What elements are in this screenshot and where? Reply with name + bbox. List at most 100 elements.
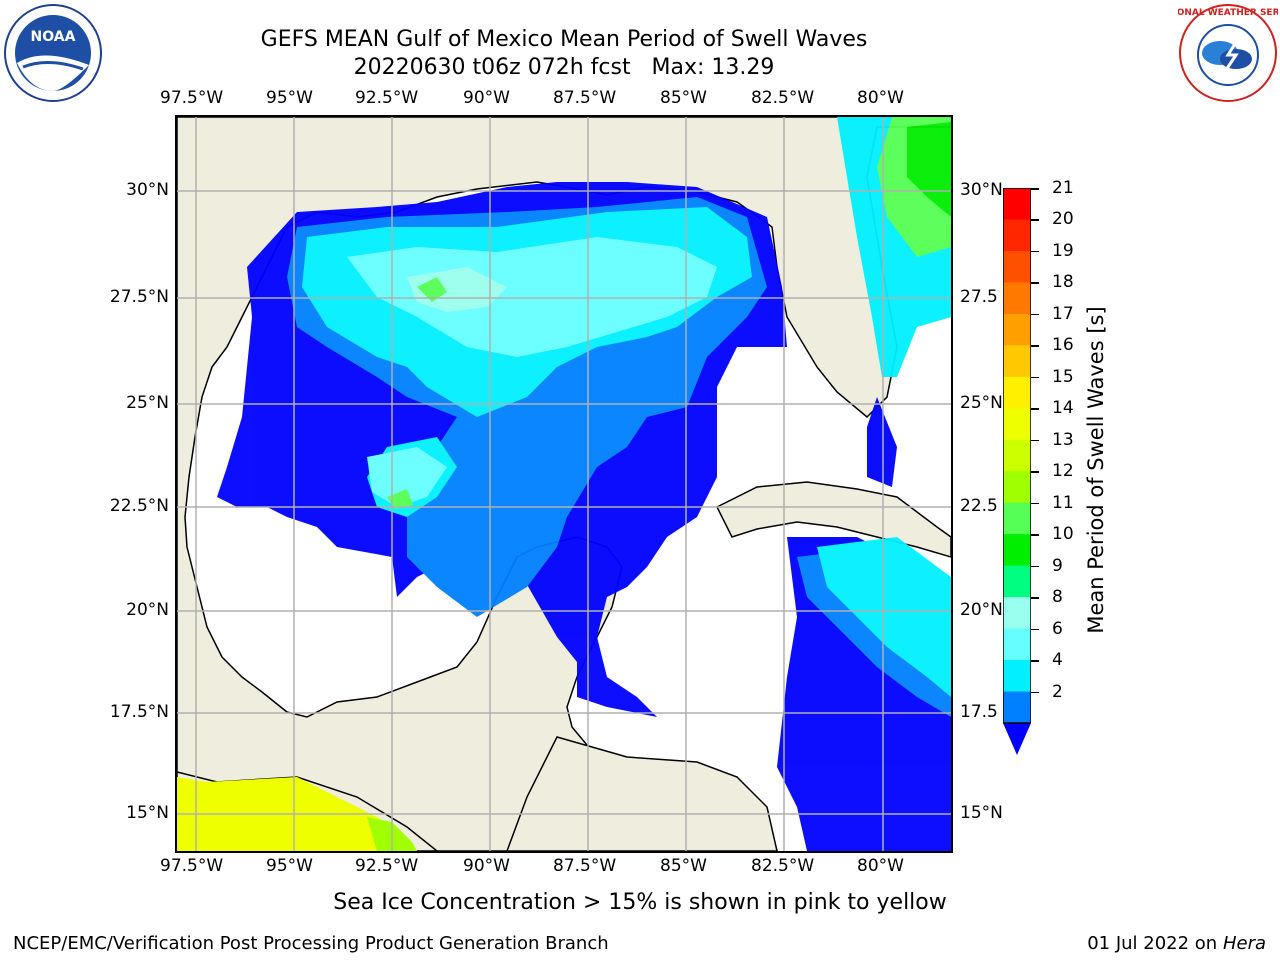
title-line-2: 20220630 t06z 072h fcst Max: 13.29 [353, 55, 775, 80]
colorbar-band [1003, 188, 1031, 220]
map-canvas [177, 117, 951, 851]
colorbar-tick-label: 10 [1052, 524, 1074, 545]
colorbar-band [1003, 565, 1031, 598]
lat-label: 22.5°N [109, 496, 169, 516]
swell-band-cyan-caribbean [817, 537, 951, 697]
colorbar-tick-label: 19 [1052, 240, 1074, 261]
swell-band-bright-green [907, 122, 951, 217]
lat-label: 17.5 [960, 702, 998, 722]
colorbar-band [1003, 534, 1031, 567]
colorbar-frame [1003, 188, 1031, 724]
lon-label: 92.5°W [355, 88, 419, 108]
colorbar-extend-triangle [1003, 723, 1031, 755]
lon-label: 92.5°W [355, 856, 419, 876]
swell-band-green [417, 277, 447, 302]
footer-credit: NCEP/EMC/Verification Post Processing Pr… [13, 933, 609, 954]
nws-logo: NATIONAL WEATHER SERVICE [1178, 4, 1278, 102]
swell-band-light [347, 237, 717, 357]
colorbar-band [1003, 313, 1031, 346]
colorbar-band [1003, 282, 1031, 315]
lat-label: 22.5 [960, 496, 998, 516]
chart-title: GEFS MEAN Gulf of Mexico Mean Period of … [164, 26, 964, 82]
colorbar-tick-label: 12 [1052, 461, 1074, 482]
colorbar-tick-label: 11 [1052, 492, 1074, 513]
colorbar-tick-label: 20 [1052, 209, 1074, 230]
colorbar-tick-label: 8 [1052, 587, 1063, 608]
lat-label: 15°N [126, 803, 169, 823]
lon-label: 95°W [266, 856, 313, 876]
colorbar-tick-label: 4 [1052, 650, 1063, 671]
colorbar-tick-mark [1031, 313, 1039, 316]
lon-label: 95°W [266, 88, 313, 108]
colorbar-tick-label: 21 [1052, 178, 1074, 198]
colorbar-tick-mark [1031, 471, 1039, 473]
footer-machine: Hera [1222, 933, 1266, 954]
lat-labels-left: 30°N 27.5°N 25°N 22.5°N 20°N 17.5°N 15°N [0, 0, 175, 960]
colorbar-tick-label: 13 [1052, 429, 1074, 450]
colorbar-tick-mark [1031, 597, 1039, 599]
swell-band-light-2 [367, 447, 447, 507]
lon-label: 80°W [857, 88, 904, 108]
colorbar-tick-label: 14 [1052, 398, 1074, 419]
lon-label: 90°W [463, 88, 510, 108]
lon-label: 85°W [660, 88, 707, 108]
lat-label: 30°N [126, 180, 169, 200]
colorbar-band [1003, 376, 1031, 409]
lat-label: 17.5°N [109, 702, 169, 722]
colorbar-tick-label: 6 [1052, 618, 1063, 639]
colorbar-tick-labels: 21 20 19 18 17 16 15 14 13 12 11 10 9 8 6 4 2 [1031, 178, 1094, 778]
lon-label: 87.5°W [553, 856, 617, 876]
colorbar-tick-mark [1031, 565, 1039, 568]
colorbar [1003, 188, 1031, 755]
colorbar-band [1003, 660, 1031, 693]
colorbar-tick-mark [1031, 188, 1039, 190]
colorbar-band [1003, 628, 1031, 661]
lat-label: 27.5°N [109, 287, 169, 307]
lon-label: 82.5°W [751, 856, 815, 876]
colorbar-tick-label: 9 [1052, 555, 1063, 576]
lat-label: 30°N [960, 180, 1003, 200]
colorbar-tick-mark [1031, 691, 1039, 694]
colorbar-band [1003, 597, 1031, 630]
lat-label: 15°N [960, 803, 1003, 823]
noaa-logo-text: NOAA [31, 29, 76, 45]
colorbar-band [1003, 408, 1031, 441]
colorbar-band [1003, 691, 1031, 724]
swell-band-green-south [387, 489, 413, 509]
map-gridlines [177, 117, 951, 851]
colorbar-band [1003, 250, 1031, 283]
swell-field [217, 117, 951, 851]
colorbar-tick-mark [1031, 250, 1039, 253]
colorbar-band [1003, 219, 1031, 252]
lon-label: 80°W [857, 856, 904, 876]
nws-logo-text: NATIONAL WEATHER SERVICE [1178, 8, 1278, 18]
lon-label: 97.5°W [160, 88, 224, 108]
lon-labels-top: 97.5°W 95°W 92.5°W 90°W 87.5°W 85°W 82.5… [0, 88, 1280, 110]
lon-label: 82.5°W [751, 88, 815, 108]
colorbar-tick-label: 15 [1052, 366, 1074, 387]
colorbar-band [1003, 439, 1031, 472]
lat-labels-right: 30°N 27.5 25°N 22.5 20°N 17.5 15°N [958, 0, 1008, 960]
colorbar-tick-label: 16 [1052, 335, 1074, 356]
colorbar-tick-label: 18 [1052, 272, 1074, 293]
colorbar-tick-label: 2 [1052, 681, 1063, 702]
lon-label: 90°W [463, 856, 510, 876]
colorbar-tick-mark [1031, 408, 1039, 410]
colorbar-tick-mark [1031, 439, 1039, 442]
title-line-1: GEFS MEAN Gulf of Mexico Mean Period of … [260, 27, 868, 52]
colorbar-tick-mark [1031, 660, 1039, 662]
lon-labels-bottom: 97.5°W 95°W 92.5°W 90°W 87.5°W 85°W 82.5… [0, 856, 1280, 878]
colorbar-band [1003, 502, 1031, 535]
colorbar-tick-mark [1031, 628, 1039, 631]
lon-label: 85°W [660, 856, 707, 876]
colorbar-tick-mark [1031, 534, 1039, 536]
sea-ice-note: Sea Ice Concentration > 15% is shown in … [333, 890, 947, 915]
noaa-logo: NOAA [4, 4, 102, 102]
colorbar-tick-mark [1031, 219, 1039, 221]
colorbar-tick-mark [1031, 376, 1039, 379]
swell-band-blue-east [867, 397, 897, 487]
colorbar-bands [1003, 188, 1031, 724]
lat-label: 20°N [126, 600, 169, 620]
colorbar-label: Mean Period of Swell Waves [s] [1084, 306, 1108, 634]
lat-label: 25°N [126, 393, 169, 413]
